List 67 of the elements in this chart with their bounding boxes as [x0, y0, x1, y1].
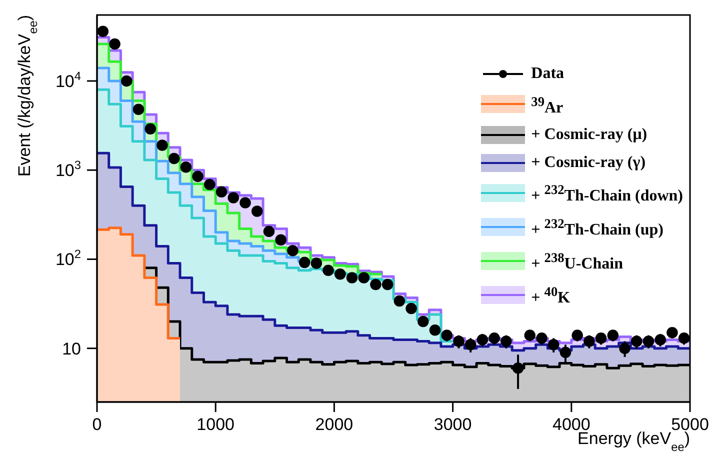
legend-label: Data	[531, 64, 564, 84]
x-axis-title: Energy (keV$_{ee}$)	[578, 429, 690, 454]
point	[228, 192, 240, 204]
legend-label: + Cosmic-ray (γ)	[531, 152, 646, 173]
point	[251, 206, 263, 217]
y-tick-label: 10$^{4}$	[55, 68, 82, 91]
point	[619, 342, 630, 354]
point	[642, 336, 654, 347]
point	[275, 234, 286, 246]
point	[524, 330, 536, 341]
point	[500, 336, 512, 347]
legend-label: + $^{232}$Th-Chain (up)	[531, 215, 664, 240]
legend-label: $^{39}$Ar	[531, 92, 564, 118]
point	[192, 170, 204, 182]
point	[168, 152, 180, 164]
point	[595, 332, 607, 344]
point	[132, 104, 144, 116]
point	[156, 140, 168, 151]
point	[666, 327, 678, 338]
y-tick-label: 10$^{2}$	[55, 247, 82, 270]
x-tick-label: 2000	[315, 415, 354, 434]
point	[464, 339, 476, 350]
point	[678, 332, 690, 344]
point	[572, 330, 583, 341]
point	[370, 278, 382, 290]
point	[441, 330, 453, 341]
point	[287, 244, 298, 256]
point	[476, 334, 488, 346]
point	[216, 186, 228, 198]
point	[560, 346, 572, 358]
point	[654, 334, 666, 346]
x-tick-label: 0	[92, 415, 102, 434]
point	[358, 272, 370, 284]
point	[394, 295, 406, 307]
point	[121, 75, 132, 87]
legend-label: + $^{238}$U-Chain	[531, 248, 623, 274]
point	[346, 272, 358, 284]
point	[512, 362, 524, 374]
point	[453, 336, 464, 347]
point	[97, 26, 109, 38]
y-tick-label: 10$^{3}$	[55, 158, 82, 180]
point	[240, 197, 251, 208]
legend-label: + $^{232}$Th-Chain (down)	[531, 181, 683, 207]
point	[548, 339, 560, 350]
legend-label: + Cosmic-ray (μ)	[531, 125, 648, 146]
point	[180, 161, 192, 173]
point	[630, 336, 642, 347]
point	[406, 302, 417, 314]
point	[263, 226, 275, 238]
point	[382, 278, 394, 290]
point	[334, 268, 346, 280]
point	[298, 256, 310, 268]
point	[322, 264, 334, 276]
point	[204, 178, 216, 190]
point	[310, 258, 322, 269]
point	[584, 336, 595, 347]
x-tick-label: 3000	[434, 415, 472, 434]
x-tick-label: 1000	[196, 415, 235, 434]
y-tick-label: 10	[62, 339, 81, 358]
point	[109, 38, 120, 50]
point	[144, 123, 156, 135]
legend-label: + $^{40}$K	[531, 282, 570, 308]
point	[536, 332, 548, 344]
point	[429, 324, 441, 336]
point	[607, 330, 619, 341]
point	[488, 332, 500, 344]
point	[418, 316, 429, 328]
